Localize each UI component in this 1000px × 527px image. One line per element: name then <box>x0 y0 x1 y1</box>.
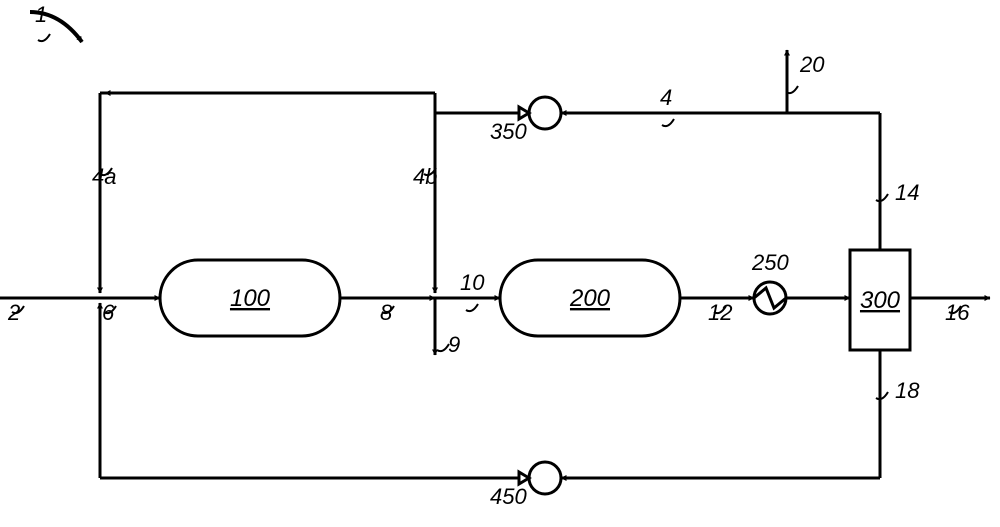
ref-9: 9 <box>448 332 460 357</box>
ref-10: 10 <box>460 270 485 295</box>
svg-text:300: 300 <box>860 287 901 314</box>
ref-20: 20 <box>799 52 825 77</box>
ref-4b: 4b <box>413 164 437 189</box>
ref-4: 4 <box>660 85 672 110</box>
ref-18: 18 <box>895 378 920 403</box>
svg-text:350: 350 <box>490 119 527 144</box>
ref-4a: 4a <box>92 164 116 189</box>
ref-1: 1 <box>35 2 47 27</box>
svg-text:450: 450 <box>490 484 527 509</box>
svg-text:100: 100 <box>230 285 271 312</box>
ref-14: 14 <box>895 180 919 205</box>
svg-text:200: 200 <box>569 285 611 312</box>
svg-text:250: 250 <box>751 250 789 275</box>
